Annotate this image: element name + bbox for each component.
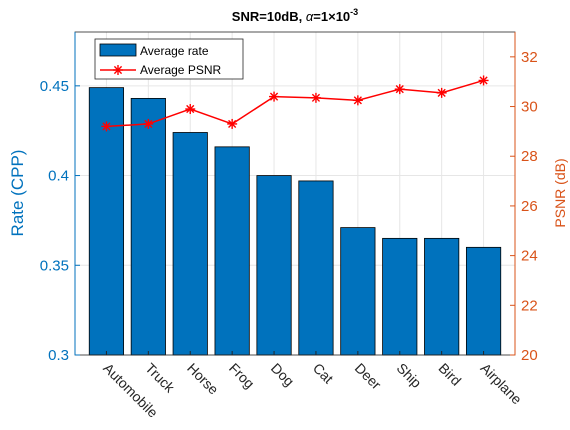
x-tick-label: Airplane [477, 360, 525, 408]
x-tick-label: Cat [310, 360, 337, 387]
legend-swatch-rate [99, 43, 137, 57]
psnr-marker-frog [227, 118, 238, 129]
left-axis: 0.3 0.35 0.4 0.45 [40, 32, 80, 364]
psnr-line [101, 75, 489, 132]
psnr-marker-airplane [478, 75, 489, 86]
psnr-marker-ship [394, 84, 405, 95]
legend-asterisk-icon [113, 65, 123, 75]
psnr-marker-deer [352, 95, 363, 106]
bar-airplane [465, 246, 502, 356]
x-tick-label: Ship [394, 360, 425, 391]
legend-label-rate: Average rate [140, 44, 209, 58]
x-tick-label: Truck [142, 360, 178, 396]
right-tick-label: 30 [521, 99, 538, 116]
bar-truck [130, 97, 166, 356]
bar-frog [214, 146, 250, 356]
bar-horse [172, 132, 208, 356]
bar-bird [424, 237, 460, 356]
left-tick-label: 0.4 [48, 168, 69, 185]
right-tick-label: 32 [521, 49, 538, 66]
right-tick-label: 22 [521, 297, 538, 314]
bar-dog [256, 175, 292, 356]
right-tick-label: 20 [521, 347, 538, 364]
psnr-marker-bird [436, 87, 447, 98]
y-axis-label-right: PSNR (dB) [552, 158, 568, 227]
x-tick-label: Bird [436, 360, 465, 389]
left-tick-label: 0.35 [40, 257, 69, 274]
psnr-marker-automobile [101, 121, 112, 132]
legend-marker-psnr [113, 65, 123, 75]
x-tick-label: Horse [184, 360, 222, 398]
x-tick-label: Dog [268, 360, 297, 389]
x-tick-label: Frog [226, 360, 258, 392]
legend: Average rate Average PSNR [94, 38, 244, 80]
psnr-marker-horse [185, 104, 196, 115]
bars [88, 87, 502, 356]
right-axis: 20 22 24 26 28 30 32 [510, 32, 538, 364]
y-axis-label-left: Rate (CPP) [8, 150, 27, 237]
right-tick-label: 24 [521, 248, 538, 265]
bar-automobile [88, 87, 125, 356]
right-tick-label: 28 [521, 148, 538, 165]
left-tick-label: 0.3 [48, 347, 69, 364]
bar-cat [298, 180, 334, 356]
bar-deer [340, 227, 376, 356]
x-tick-label: Deer [352, 360, 385, 393]
left-tick-label: 0.45 [40, 78, 69, 95]
psnr-polyline [106, 79, 484, 128]
bar-ship [382, 237, 418, 356]
legend-label-psnr: Average PSNR [140, 63, 221, 77]
psnr-marker-truck [143, 118, 154, 129]
right-tick-label: 26 [521, 198, 538, 215]
psnr-marker-cat [310, 92, 321, 103]
chart-title: SNR=10dB, α=1×10-3 [232, 7, 358, 24]
psnr-marker-dog [269, 91, 280, 102]
